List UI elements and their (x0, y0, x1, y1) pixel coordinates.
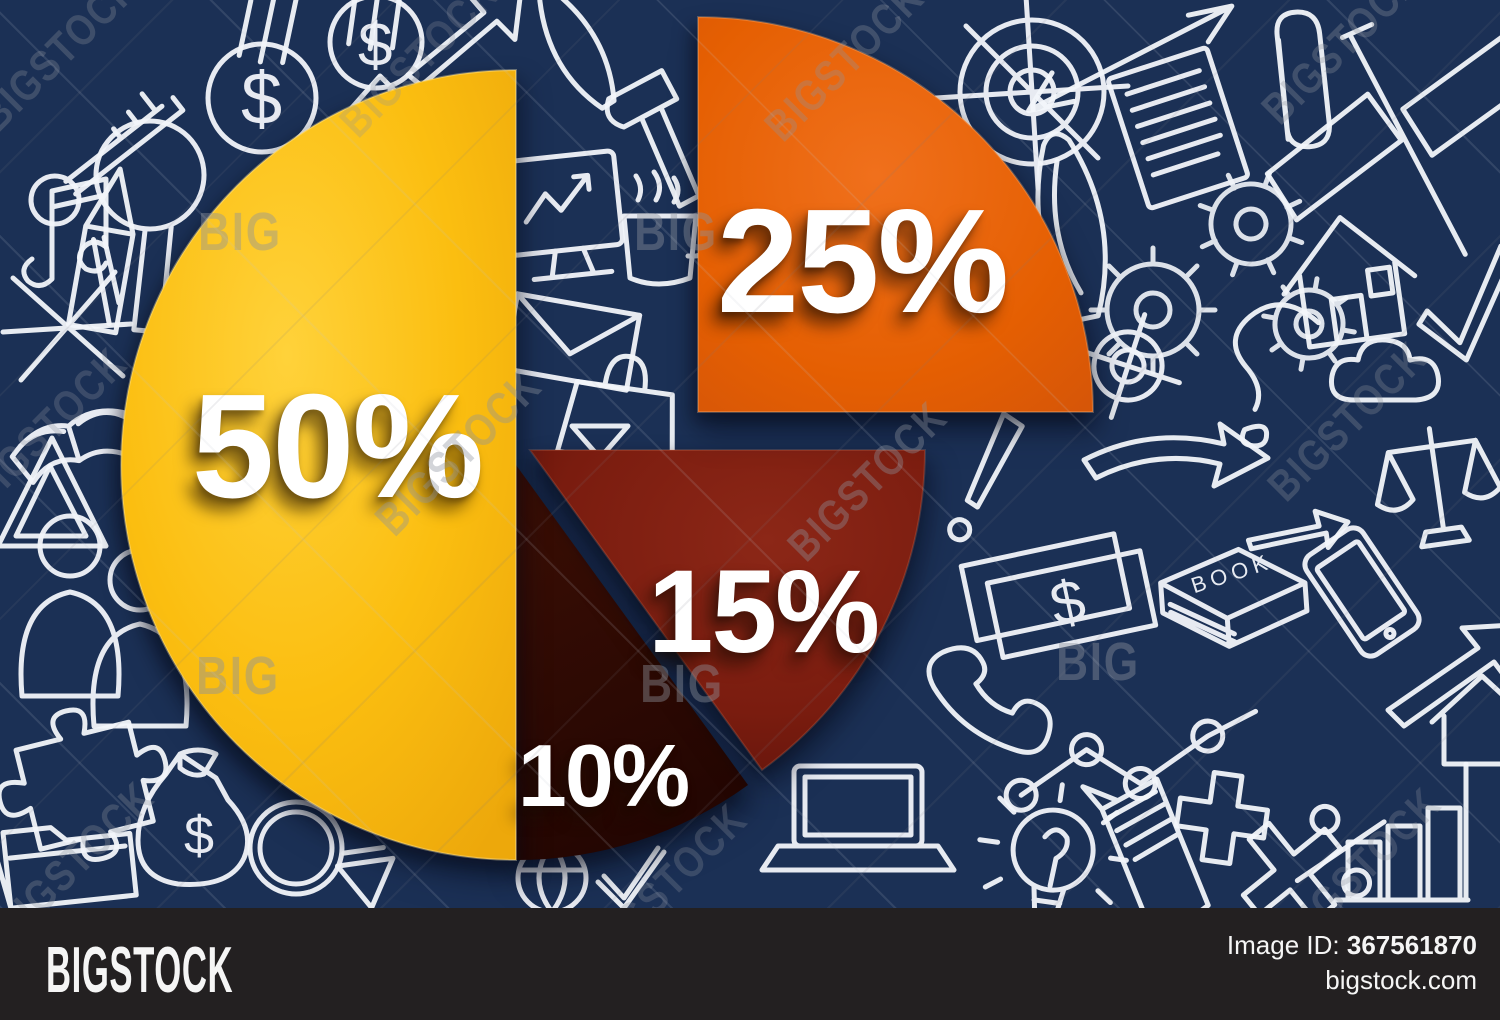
bigstock-logo: BIGSTOCK (46, 935, 234, 1007)
small-check-icon (595, 845, 667, 908)
phone-handset-icon (926, 645, 1053, 755)
doodle-background: $ $ (0, 0, 1500, 908)
slice-label-50: 50% (191, 364, 484, 529)
triangle-arrow-icon (334, 845, 396, 908)
house-partial-icon (1429, 673, 1500, 767)
crosshair-icon (1074, 312, 1182, 420)
cloud-icon (1328, 337, 1442, 403)
signpost-icon (1264, 21, 1500, 257)
image-id-label: Image ID: (1226, 930, 1340, 960)
multiply-icon (1240, 820, 1344, 908)
leaf-icon (537, 0, 617, 111)
money-bag-icon: $ (135, 747, 251, 887)
scribble-star-icon (0, 269, 134, 383)
pie-chart (120, 15, 1095, 862)
double-arrow-icon (1026, 3, 1235, 114)
corner-arrow-icon (1385, 623, 1500, 729)
pie-slice-25 (697, 15, 1095, 413)
laptop-icon (759, 763, 957, 873)
target-icon (933, 0, 1131, 191)
site-url: bigstock.com (1325, 965, 1477, 995)
check-mark-icon (1416, 243, 1500, 363)
percent-icon (1294, 803, 1387, 899)
monitor-chart-icon (499, 148, 625, 283)
slice-label-10: 10% (517, 726, 690, 825)
pie-slice-50 (120, 68, 517, 862)
folder-icon (0, 825, 139, 908)
pie-slice-10 (516, 465, 748, 861)
fat-pencil-icon (1080, 776, 1211, 908)
dollar-coin-icon (247, 799, 345, 897)
dollar-glyph: $ (358, 11, 392, 80)
paperclip-icon (1274, 9, 1332, 150)
dollar-coin-icon: $ (205, 41, 319, 155)
infographic-artwork: $ $ (0, 0, 1500, 908)
dollar-glyph: $ (241, 57, 282, 140)
image-id-value: 367561870 (1346, 930, 1477, 960)
ribbon-arrow-icon (1081, 421, 1271, 489)
image-id-line: Image ID: 367561870 (1227, 928, 1477, 963)
image-meta: Image ID: 367561870 bigstock.com (1227, 928, 1477, 998)
slice-label-15: 15% (647, 546, 880, 678)
scales-icon (1374, 426, 1500, 550)
music-notes-icon (21, 176, 109, 288)
small-arrow-icon (1245, 508, 1351, 552)
hammer-icon (604, 68, 702, 209)
dollar-coin-icon: $ (327, 0, 425, 91)
slice-label-25: 25% (716, 179, 1009, 344)
house-icon (1281, 215, 1418, 350)
exclamation-icon (947, 411, 1025, 543)
dollar-glyph: $ (184, 806, 214, 866)
footer-bar: BIGSTOCK Image ID: 367561870 bigstock.co… (0, 908, 1500, 1020)
triangle-icon (0, 435, 109, 549)
gears-icon (1088, 170, 1357, 375)
lined-paper-icon (1106, 45, 1250, 211)
top-arrow-icon (405, 0, 524, 89)
banknotes-icon: $ (958, 531, 1159, 661)
bar-chart-icon (1333, 761, 1471, 903)
puzzle-icon (0, 707, 169, 862)
pie-slice-15 (528, 449, 927, 772)
plus-icon (1173, 769, 1271, 867)
